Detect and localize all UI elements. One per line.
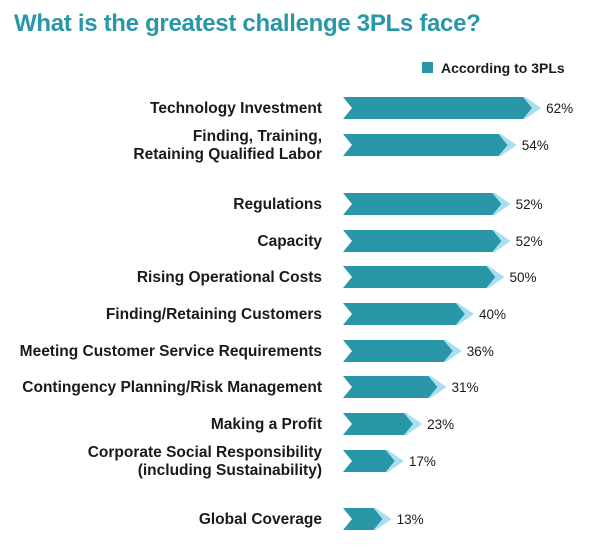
bar: [343, 508, 383, 530]
value-label: 17%: [409, 454, 436, 469]
bar-tip: [373, 508, 392, 530]
bar-group: Global Coverage 13%: [199, 508, 424, 530]
value-label: 31%: [452, 380, 479, 395]
bar-tip: [404, 413, 423, 435]
bar-tip: [443, 340, 462, 362]
bar-group: Making a Profit 23%: [211, 413, 454, 435]
bar: [343, 230, 502, 252]
bar-group: Rising Operational Costs 50%: [137, 266, 537, 288]
bar-tip: [492, 193, 511, 215]
value-label: 62%: [546, 101, 573, 116]
bar: [343, 413, 414, 435]
bar: [343, 134, 508, 156]
bar: [343, 376, 438, 398]
category-label: Capacity: [257, 233, 322, 250]
legend-label: According to 3PLs: [441, 60, 565, 76]
value-label: 52%: [516, 197, 543, 212]
category-label: Meeting Customer Service Requirements: [20, 343, 322, 360]
bar-group: Technology Investment 62%: [150, 97, 573, 119]
bar: [343, 266, 496, 288]
value-label: 52%: [516, 234, 543, 249]
bar-tip: [498, 134, 517, 156]
category-label: Regulations: [233, 196, 322, 213]
bar-tip: [428, 376, 447, 398]
bar-group: Finding, Training, Retaining Qualified La…: [133, 128, 548, 163]
category-label: Finding, Training, Retaining Qualified La…: [133, 128, 322, 163]
category-label: Contingency Planning/Risk Management: [22, 379, 322, 396]
bar-tip: [523, 97, 542, 119]
value-label: 36%: [467, 344, 494, 359]
bar-group: Meeting Customer Service Requirements 36%: [20, 340, 494, 362]
value-label: 13%: [397, 512, 424, 527]
value-label: 23%: [427, 417, 454, 432]
category-label: Finding/Retaining Customers: [106, 306, 322, 323]
category-label: Global Coverage: [199, 511, 323, 528]
legend: According to 3PLs: [422, 60, 565, 76]
bar: [343, 303, 465, 325]
value-label: 50%: [510, 270, 537, 285]
bar-tip: [492, 230, 511, 252]
category-label: Rising Operational Costs: [137, 269, 322, 286]
category-label: Making a Profit: [211, 416, 322, 433]
bar: [343, 450, 395, 472]
bar-group: Corporate Social Responsibility (includin…: [88, 444, 436, 479]
bar-group: Contingency Planning/Risk Management 31%: [22, 376, 479, 398]
bar-tip: [385, 450, 404, 472]
bar-tip: [456, 303, 474, 325]
legend-swatch: [422, 62, 433, 73]
bar: [343, 97, 533, 119]
bar: [343, 193, 502, 215]
bar-group: Regulations 52%: [233, 193, 543, 215]
bar-group: Finding/Retaining Customers 40%: [106, 303, 506, 325]
value-label: 40%: [479, 307, 506, 322]
chart-title: What is the greatest challenge 3PLs face…: [14, 10, 481, 37]
category-label: Corporate Social Responsibility (includin…: [88, 444, 323, 479]
category-label: Technology Investment: [150, 100, 322, 117]
bar-group: Capacity 52%: [257, 230, 543, 252]
value-label: 54%: [522, 138, 549, 153]
bar-tip: [486, 266, 505, 288]
bar: [343, 340, 453, 362]
bars-layer: Technology Investment 62% Finding, Trainin…: [20, 97, 573, 530]
